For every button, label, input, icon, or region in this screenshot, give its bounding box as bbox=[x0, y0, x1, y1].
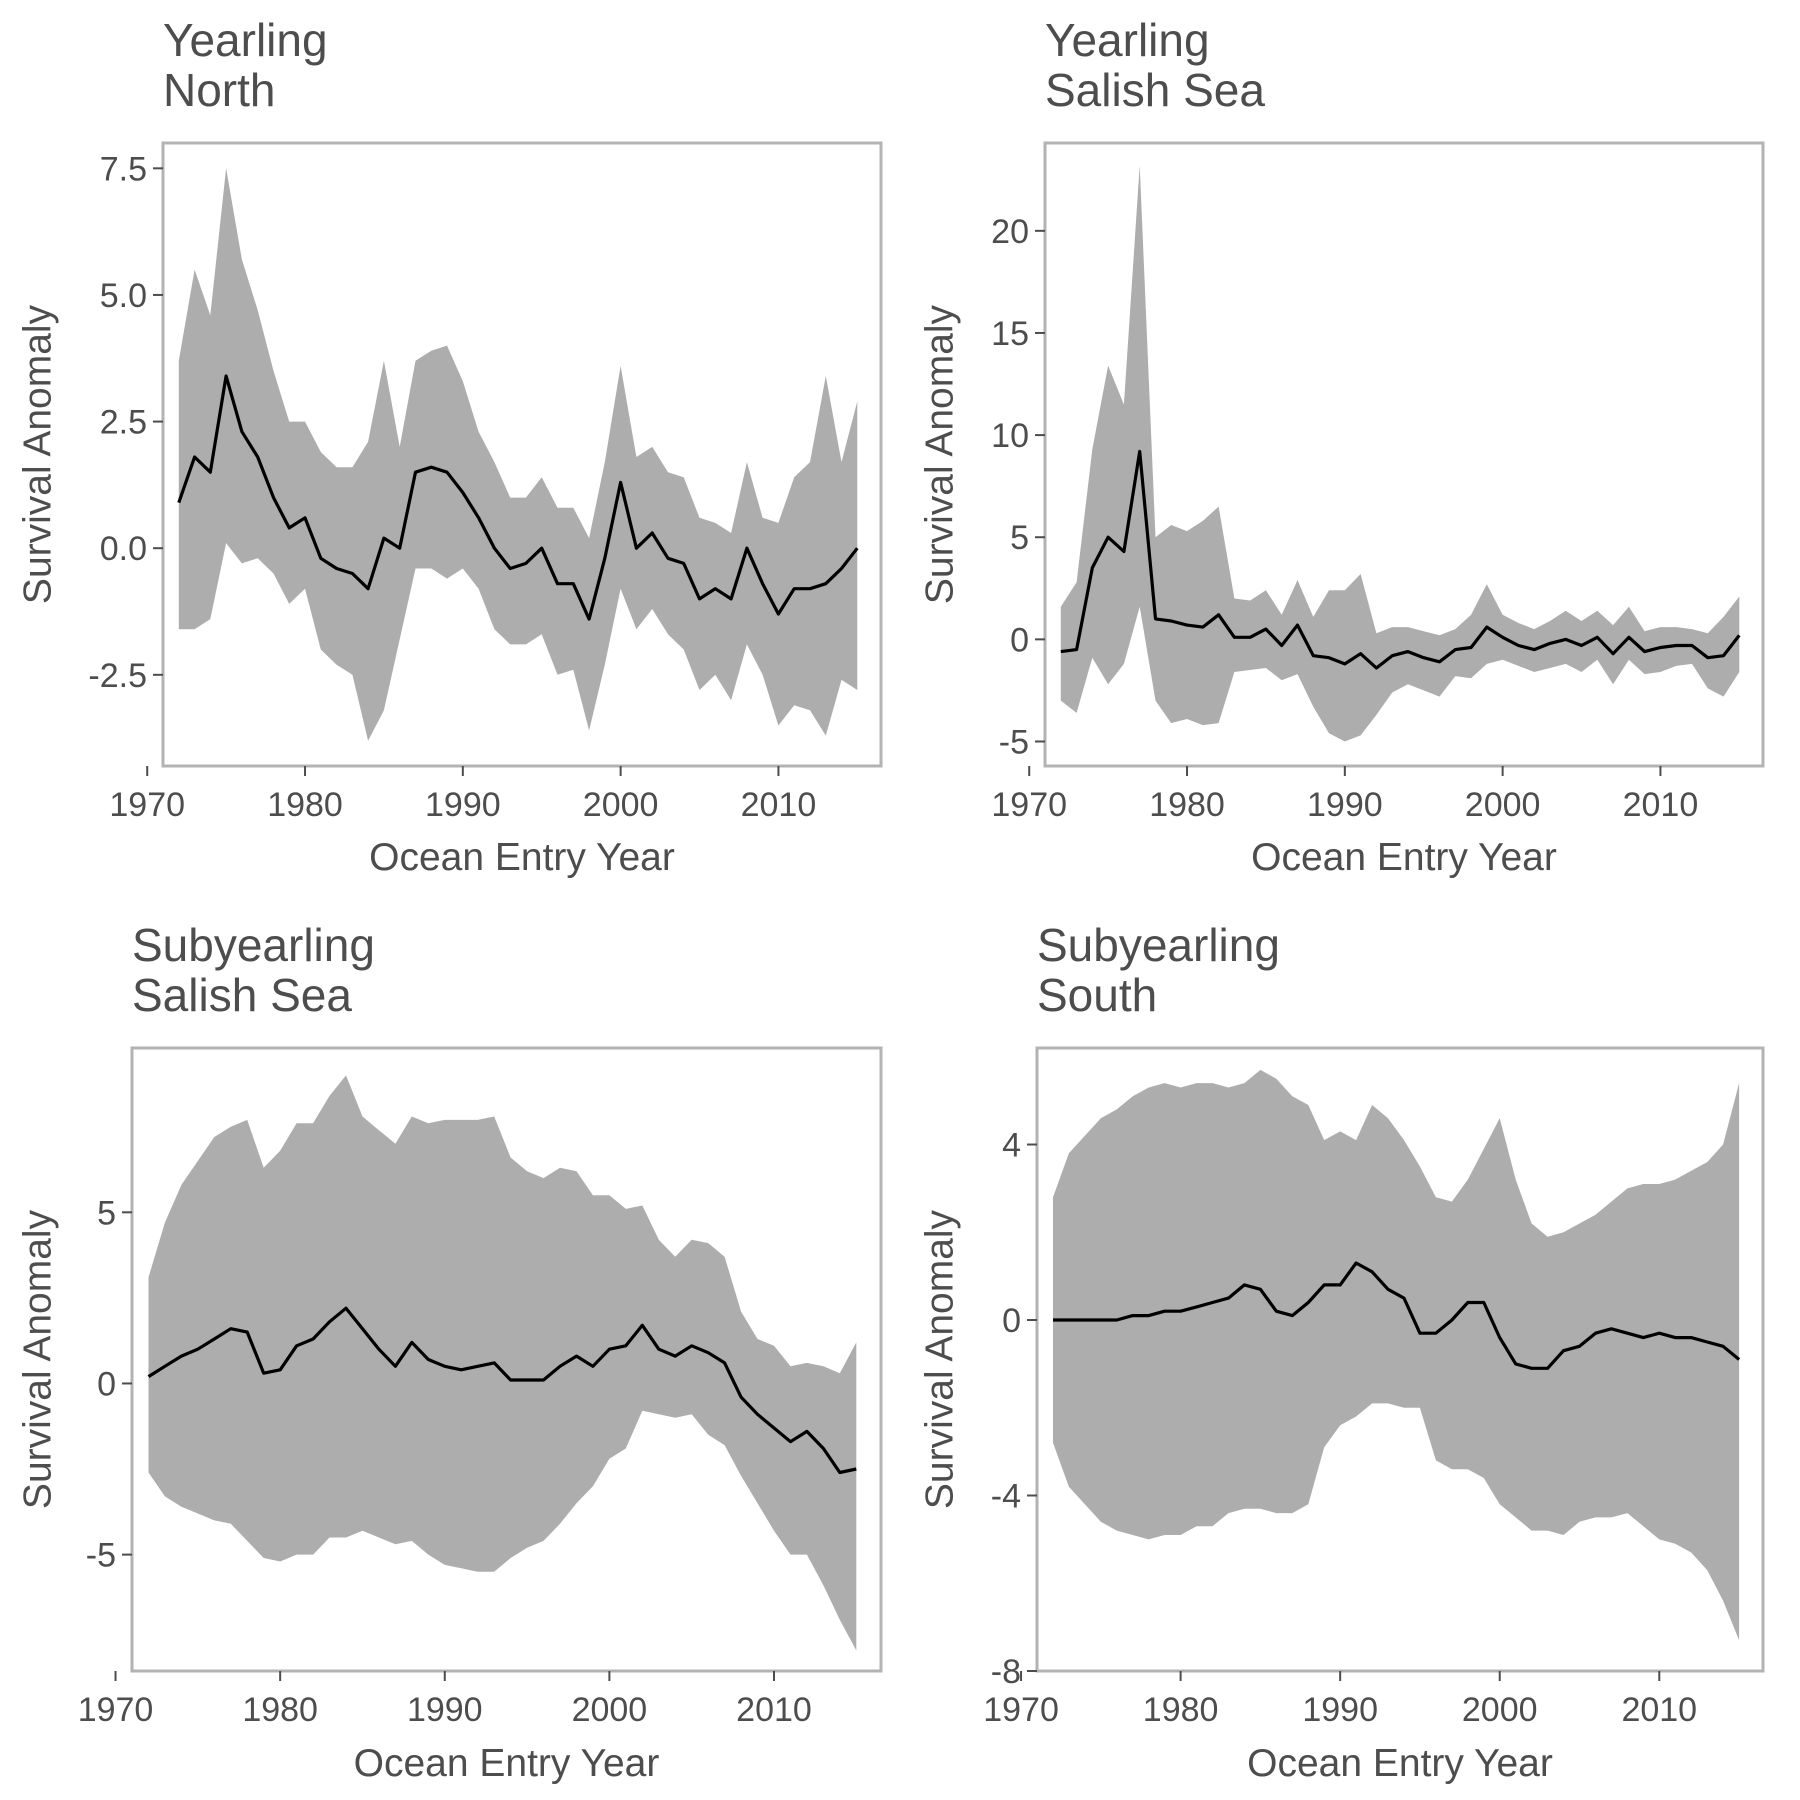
x-tick-label: 2000 bbox=[1465, 786, 1541, 824]
y-tick-label: 0 bbox=[1010, 621, 1029, 659]
y-axis-title: Survival Anomaly bbox=[918, 1209, 961, 1509]
x-tick-label: 1970 bbox=[983, 1691, 1059, 1729]
chart-title-line-2: North bbox=[163, 64, 275, 116]
x-tick-label: 1990 bbox=[1307, 786, 1383, 824]
y-tick-label: 0.0 bbox=[100, 530, 147, 568]
chart-title-line-1: Subyearling bbox=[1037, 919, 1280, 971]
x-tick-label: 2000 bbox=[572, 1691, 648, 1729]
x-tick-label: 1990 bbox=[425, 786, 501, 824]
y-tick-label: -2.5 bbox=[88, 657, 147, 695]
x-tick-label: 1990 bbox=[407, 1691, 483, 1729]
y-tick-label: 2.5 bbox=[100, 404, 147, 442]
series-line bbox=[147, 1306, 857, 1475]
x-tick-label: 1970 bbox=[991, 786, 1067, 824]
x-tick-label: 1980 bbox=[1143, 1691, 1219, 1729]
confidence-band bbox=[178, 168, 858, 741]
x-axis-title: Ocean Entry Year bbox=[1251, 836, 1557, 879]
y-tick-label: 15 bbox=[991, 315, 1029, 353]
y-tick-label: 4 bbox=[1002, 1127, 1021, 1165]
x-axis-title: Ocean Entry Year bbox=[354, 1742, 660, 1785]
chart-title-line-1: Yearling bbox=[1045, 14, 1210, 66]
series-line bbox=[1053, 1261, 1741, 1370]
confidence-band bbox=[1053, 1069, 1740, 1641]
x-tick-label: 1980 bbox=[267, 786, 343, 824]
y-tick-label: 5.0 bbox=[100, 277, 147, 315]
y-tick-label: 0 bbox=[1002, 1302, 1021, 1340]
y-tick-label: 7.5 bbox=[100, 150, 147, 188]
y-tick-label: 0 bbox=[97, 1365, 116, 1403]
x-axis-title: Ocean Entry Year bbox=[369, 836, 675, 879]
panel-border bbox=[1043, 141, 1765, 768]
chart-title-line-2: South bbox=[1037, 969, 1157, 1021]
series-line bbox=[177, 374, 859, 621]
y-axis-title: Survival Anomaly bbox=[16, 304, 59, 604]
y-tick-label: -8 bbox=[991, 1653, 1021, 1691]
panel-border bbox=[130, 1046, 883, 1673]
chart-title-line-2: Salish Sea bbox=[1045, 64, 1265, 116]
x-tick-label: 2010 bbox=[741, 786, 817, 824]
x-tick-label: 2000 bbox=[583, 786, 659, 824]
x-tick-label: 1980 bbox=[242, 1691, 318, 1729]
x-tick-label: 2010 bbox=[736, 1691, 812, 1729]
y-tick-label: -5 bbox=[86, 1537, 116, 1575]
x-tick-label: 2010 bbox=[1623, 786, 1699, 824]
confidence-band bbox=[1060, 165, 1740, 742]
y-tick-label: 10 bbox=[991, 417, 1029, 455]
y-axis-title: Survival Anomaly bbox=[918, 304, 961, 604]
x-tick-label: 1990 bbox=[1302, 1691, 1378, 1729]
chart-title-line-1: Yearling bbox=[163, 14, 328, 66]
chart-title-line-2: Salish Sea bbox=[132, 969, 352, 1021]
series-line bbox=[1060, 449, 1741, 670]
x-tick-label: 2000 bbox=[1462, 1691, 1538, 1729]
x-tick-label: 1970 bbox=[78, 1691, 154, 1729]
y-tick-label: 20 bbox=[991, 213, 1029, 251]
panel-border bbox=[1035, 1046, 1765, 1673]
x-tick-label: 1980 bbox=[1149, 786, 1225, 824]
y-tick-label: 5 bbox=[97, 1194, 116, 1232]
confidence-band bbox=[148, 1075, 857, 1651]
panel-border bbox=[161, 141, 883, 768]
x-axis-title: Ocean Entry Year bbox=[1247, 1742, 1553, 1785]
y-tick-label: 5 bbox=[1010, 519, 1029, 557]
x-tick-label: 1970 bbox=[109, 786, 185, 824]
chart-title-line-1: Subyearling bbox=[132, 919, 375, 971]
y-axis-title: Survival Anomaly bbox=[16, 1209, 59, 1509]
y-tick-label: -5 bbox=[999, 723, 1029, 761]
y-tick-label: -4 bbox=[991, 1478, 1021, 1516]
x-tick-label: 2010 bbox=[1621, 1691, 1697, 1729]
